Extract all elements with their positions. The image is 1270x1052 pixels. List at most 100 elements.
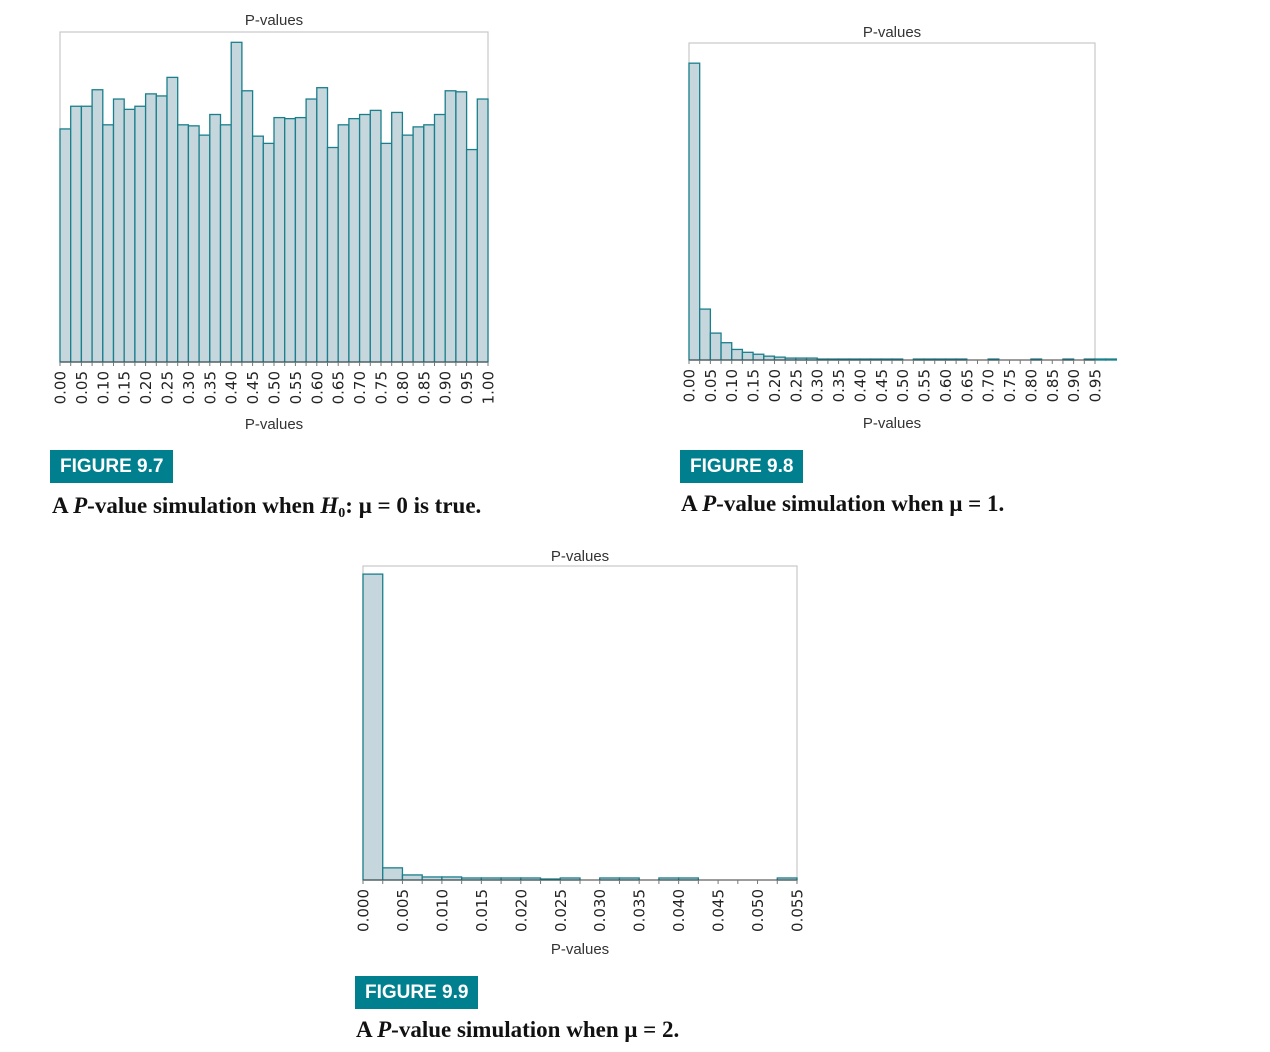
histogram-bar (209, 113, 222, 363)
histogram-bar (1030, 358, 1043, 361)
histogram-bar (1094, 358, 1107, 361)
histogram-bar (294, 116, 307, 363)
x-tick-label: 0.55 (916, 369, 934, 402)
x-tick-label: 0.005 (394, 889, 412, 932)
x-tick-label: 0.50 (894, 369, 912, 402)
x-tick-label: 0.045 (710, 889, 728, 932)
histogram-bar (187, 125, 200, 363)
x-tick-label: 0.035 (631, 889, 649, 932)
histogram-bar (423, 124, 436, 363)
x-tick-label: 0.20 (137, 371, 155, 404)
histogram-bar (273, 116, 286, 363)
histogram-bar (444, 90, 457, 363)
histogram-bar (677, 877, 700, 881)
x-tick-label: 0.25 (159, 371, 177, 404)
histogram-bar (1105, 358, 1118, 361)
histogram-bar (1062, 358, 1075, 361)
x-tick-label: 0.05 (702, 369, 720, 402)
figure-caption-9-8: A P-value simulation when μ = 1. (681, 491, 1005, 516)
x-tick-label: 0.000 (355, 889, 373, 932)
figure-badge-9-7: FIGURE 9.7 (50, 450, 174, 483)
histogram-bar (500, 877, 522, 881)
histogram-bar (837, 358, 850, 361)
histogram-bar (421, 876, 443, 881)
histogram-bar (773, 356, 786, 361)
figure-badge-9-8: FIGURE 9.8 (680, 450, 804, 483)
histogram-bar (776, 877, 798, 881)
plot-frame (362, 565, 798, 881)
histogram-bar (284, 117, 297, 363)
histogram-bar (391, 111, 404, 363)
x-tick-label: 0.30 (180, 371, 198, 404)
histogram-bar (480, 877, 502, 881)
histogram-bar (805, 357, 818, 361)
x-axis-label: P-values (863, 415, 921, 432)
x-tick-label: 0.90 (437, 371, 455, 404)
histogram-bar (230, 41, 243, 363)
x-tick-label: 0.20 (766, 369, 784, 402)
histogram-bar (166, 76, 179, 363)
figure-caption-9-7: A P-value simulation when H0: μ = 0 is t… (52, 493, 482, 521)
plot-frame (688, 42, 1096, 361)
histogram-bar (80, 105, 93, 363)
histogram-bar (1083, 358, 1096, 361)
x-tick-label: 0.00 (681, 369, 699, 402)
histogram-bar (262, 142, 275, 363)
histogram-bar (134, 105, 147, 363)
x-tick-label: 0.95 (458, 371, 476, 404)
histogram-bar (401, 134, 414, 363)
histogram-bar (599, 877, 621, 881)
x-tick-label: 0.15 (745, 369, 763, 402)
histogram-bar (987, 358, 1000, 361)
x-tick-label: 0.40 (851, 369, 869, 402)
histogram-bar (251, 135, 264, 363)
x-tick-label: 0.80 (394, 371, 412, 404)
x-tick-label: 0.30 (809, 369, 827, 402)
x-tick-label: 0.050 (749, 889, 767, 932)
histogram-bar (337, 124, 350, 363)
histogram-bar (827, 358, 840, 361)
x-tick-label: 0.85 (1044, 369, 1062, 402)
histogram-bar (177, 124, 190, 363)
histogram-bar (102, 124, 115, 363)
histogram-bar (382, 867, 404, 881)
histogram-bar (144, 93, 157, 363)
histogram-bar (880, 358, 893, 361)
x-tick-label: 0.015 (473, 889, 491, 932)
histogram-bar (476, 98, 489, 363)
x-tick-label: 0.80 (1022, 369, 1040, 402)
x-tick-label: 0.040 (670, 889, 688, 932)
x-axis-label: P-values (551, 941, 609, 958)
histogram-bar (944, 358, 957, 361)
x-tick-label: 0.60 (308, 371, 326, 404)
figure-badge-9-9: FIGURE 9.9 (355, 976, 479, 1009)
histogram-bar (923, 358, 936, 361)
x-tick-label: 0.020 (512, 889, 530, 932)
x-tick-label: 0.70 (980, 369, 998, 402)
histogram-bar (155, 95, 168, 363)
histogram-bar (412, 126, 425, 363)
x-tick-label: 0.60 (937, 369, 955, 402)
x-tick-label: 0.65 (958, 369, 976, 402)
x-tick-label: 0.45 (873, 369, 891, 402)
histogram-bar (380, 142, 393, 363)
histogram-bar (741, 351, 754, 361)
histogram-bar (520, 877, 542, 881)
histogram-bar (305, 98, 318, 363)
x-tick-label: 0.10 (94, 371, 112, 404)
histogram-bar (455, 91, 468, 363)
figure-caption-9-9: A P-value simulation when μ = 2. (356, 1017, 680, 1042)
x-tick-label: 0.65 (330, 371, 348, 404)
chart-title: P-values (245, 12, 303, 29)
histogram-bar (91, 89, 104, 363)
histogram-bar (460, 877, 483, 881)
x-tick-label: 0.25 (787, 369, 805, 402)
histogram-bar (362, 573, 384, 881)
x-tick-label: 0.15 (116, 371, 134, 404)
histogram-bar (848, 358, 861, 361)
histogram-bar (401, 874, 423, 881)
x-tick-label: 1.00 (480, 371, 498, 404)
x-tick-label: 0.70 (351, 371, 369, 404)
